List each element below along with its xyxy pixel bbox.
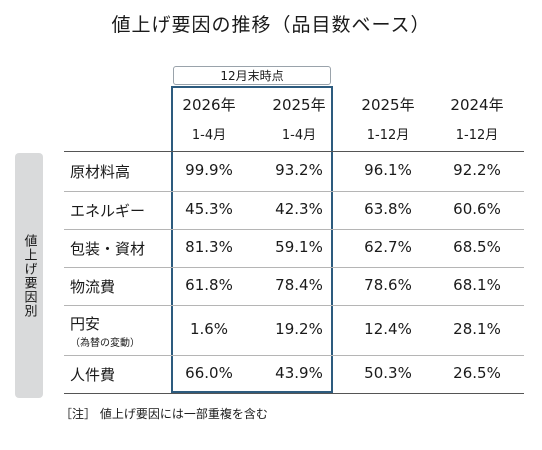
table-cell: 78.4%: [275, 276, 323, 294]
table-cell: 43.9%: [275, 364, 323, 382]
table-cell: 63.8%: [364, 200, 412, 218]
table-cell: 92.2%: [453, 161, 501, 179]
table-cell: 1.6%: [189, 320, 229, 338]
page-title: 値上げ要因の推移（品目数ベース）: [111, 14, 431, 36]
table-cell: 93.2%: [275, 161, 323, 179]
row-label-raw-materials: 原材料高: [70, 163, 131, 181]
row-divider: [64, 191, 524, 192]
column-year-4: 2024年: [450, 96, 504, 114]
column-year-2: 2025年: [272, 96, 326, 114]
column-year-1: 2026年: [182, 96, 236, 114]
table-cell: 19.2%: [275, 320, 323, 338]
footnote: ［注］ 値上げ要因には一部重複を含む: [60, 407, 268, 421]
header-divider: [64, 151, 524, 152]
row-label-labor: 人件費: [70, 366, 116, 384]
row-label-energy: エネルギー: [70, 202, 146, 220]
table-cell: 66.0%: [185, 364, 233, 382]
table-cell: 28.1%: [453, 320, 501, 338]
table-cell: 99.9%: [185, 161, 233, 179]
period-tag: 12月末時点: [173, 66, 331, 85]
table-cell: 68.5%: [453, 238, 501, 256]
row-label-weak-yen: 円安: [70, 315, 101, 333]
table-cell: 45.3%: [185, 200, 233, 218]
table-cell: 42.3%: [275, 200, 323, 218]
row-label-logistics: 物流費: [70, 278, 116, 296]
table-cell: 59.1%: [275, 238, 323, 256]
row-sublabel-exchange: （為替の変動）: [70, 338, 140, 349]
table-bottom-rule: [64, 393, 524, 394]
row-label-packaging: 包装・資材: [70, 240, 146, 258]
column-range-4: 1-12月: [455, 128, 499, 143]
row-divider: [64, 355, 524, 356]
column-range-2: 1-4月: [281, 128, 317, 143]
table-cell: 12.4%: [364, 320, 412, 338]
column-year-3: 2025年: [361, 96, 415, 114]
table-cell: 96.1%: [364, 161, 412, 179]
column-range-3: 1-12月: [366, 128, 410, 143]
row-divider: [64, 267, 524, 268]
column-range-1: 1-4月: [191, 128, 227, 143]
row-divider: [64, 229, 524, 230]
table-cell: 68.1%: [453, 276, 501, 294]
table-cell: 60.6%: [453, 200, 501, 218]
row-divider: [64, 305, 524, 306]
table-cell: 50.3%: [364, 364, 412, 382]
table-cell: 26.5%: [453, 364, 501, 382]
table-cell: 78.6%: [364, 276, 412, 294]
table-cell: 62.7%: [364, 238, 412, 256]
table-cell: 81.3%: [185, 238, 233, 256]
table-cell: 61.8%: [185, 276, 233, 294]
side-category-text: 値上げ要因別: [21, 233, 37, 318]
side-category-label: 値上げ要因別: [15, 153, 43, 398]
